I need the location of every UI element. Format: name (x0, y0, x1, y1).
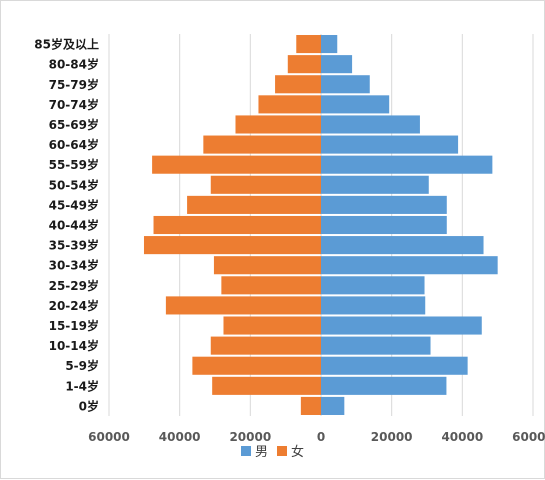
bar-male-9 (321, 215, 447, 235)
category-label: 0岁 (79, 398, 99, 413)
bar-female-16 (275, 75, 321, 94)
bar-male-1 (321, 376, 447, 395)
legend-label: 女 (291, 444, 304, 460)
x-tick-label: 60000 (88, 430, 130, 444)
bar-female-4 (223, 316, 321, 335)
legend: 男女 (241, 444, 304, 460)
bar-female-15 (258, 95, 321, 114)
legend-swatch (277, 446, 287, 456)
legend-swatch (241, 446, 251, 456)
bar-female-3 (210, 336, 321, 355)
bar-male-12 (321, 155, 493, 174)
bar-female-14 (235, 115, 321, 134)
bar-female-2 (192, 356, 321, 375)
bar-male-18 (321, 35, 338, 54)
bar-male-0 (321, 396, 345, 415)
x-tick-label: 0 (317, 430, 325, 444)
x-tick-label: 20000 (229, 430, 271, 444)
bar-male-5 (321, 296, 426, 315)
category-label: 1-4岁 (65, 378, 99, 393)
bar-female-7 (213, 256, 321, 275)
axis-labels: 0岁 1-4岁 5-9岁 10-14岁 15-19岁 20-24岁 25-29岁 30-34岁… (34, 37, 545, 444)
category-label: 25-29岁 (49, 278, 99, 293)
bar-male-16 (321, 75, 370, 94)
bar-male-6 (321, 276, 425, 295)
category-label: 50-54岁 (49, 177, 99, 192)
bar-female-1 (212, 376, 321, 395)
category-label: 5-9岁 (65, 358, 99, 373)
bar-male-15 (321, 95, 390, 114)
bar-female-5 (165, 296, 321, 315)
bar-female-8 (143, 236, 321, 255)
bar-male-17 (321, 55, 353, 74)
x-tick-label: 40000 (441, 430, 483, 444)
bar-male-2 (321, 356, 468, 375)
legend-label: 男 (255, 445, 268, 460)
bar-male-4 (321, 316, 482, 335)
category-label: 35-39岁 (49, 238, 99, 253)
category-label: 15-19岁 (49, 318, 99, 333)
category-label: 55-59岁 (49, 157, 99, 172)
bars (143, 35, 498, 415)
category-label: 85岁及以上 (34, 37, 99, 52)
category-label: 65-69岁 (49, 117, 99, 132)
category-label: 20-24岁 (49, 298, 99, 313)
bar-male-14 (321, 115, 420, 134)
category-label: 45-49岁 (49, 197, 99, 212)
category-label: 10-14岁 (49, 338, 99, 353)
bar-male-3 (321, 336, 431, 355)
bar-female-18 (296, 35, 321, 54)
bar-male-8 (321, 236, 484, 255)
bar-female-17 (287, 55, 321, 74)
bar-female-0 (300, 396, 321, 415)
bar-male-7 (321, 256, 498, 275)
x-tick-label: 20000 (371, 430, 413, 444)
x-tick-label: 60000 (512, 430, 545, 444)
bar-male-13 (321, 135, 459, 154)
category-label: 75-79岁 (49, 77, 99, 92)
category-label: 60-64岁 (49, 137, 99, 152)
x-tick-label: 40000 (159, 430, 201, 444)
bar-male-11 (321, 175, 429, 194)
bar-female-11 (210, 175, 321, 194)
category-label: 70-74岁 (49, 97, 99, 112)
bar-female-10 (187, 195, 321, 214)
category-label: 30-34岁 (49, 258, 99, 273)
category-label: 80-84岁 (49, 57, 99, 72)
category-label: 40-44岁 (49, 218, 99, 233)
bar-male-10 (321, 195, 447, 214)
bar-female-13 (203, 135, 321, 154)
bar-female-6 (221, 276, 321, 295)
bar-female-9 (153, 215, 321, 235)
bar-female-12 (152, 155, 321, 174)
